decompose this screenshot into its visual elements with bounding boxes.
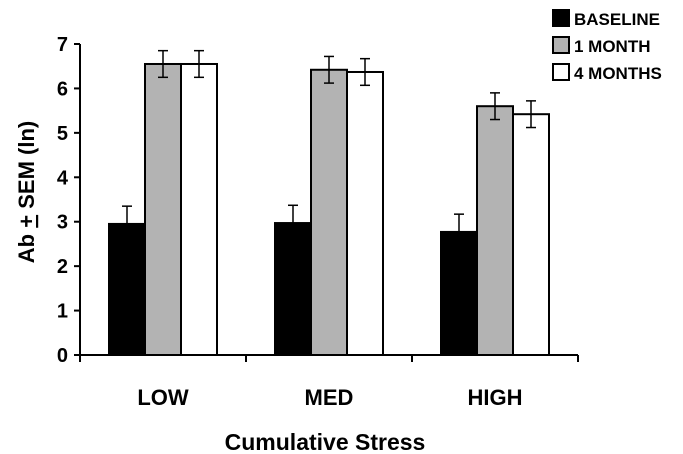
x-axis-label: Cumulative Stress xyxy=(225,429,426,454)
legend-swatch xyxy=(552,9,570,27)
y-tick-label: 7 xyxy=(57,34,68,56)
y-axis-label-plus-minus: + xyxy=(14,215,39,228)
bar-4-months xyxy=(180,62,218,356)
legend: BASELINE 1 MONTH 4 MONTHS xyxy=(552,9,662,83)
bar-baseline xyxy=(440,230,478,357)
legend-swatch xyxy=(552,63,570,81)
x-category-label: HIGH xyxy=(468,385,523,410)
y-tick-label: 6 xyxy=(57,78,68,100)
bar-4-months xyxy=(512,113,550,356)
x-axis-categories: LOW MED HIGH xyxy=(79,355,579,410)
legend-label: 4 MONTHS xyxy=(574,64,662,83)
legend-label: 1 MONTH xyxy=(574,37,651,56)
x-category-label: MED xyxy=(305,385,354,410)
x-category-label: LOW xyxy=(137,385,189,410)
y-axis-ticks: 0 1 2 3 4 5 6 7 xyxy=(57,34,80,367)
y-axis-label-prefix: Ab xyxy=(14,228,39,263)
bar-1-month xyxy=(476,105,514,356)
bar-1-month xyxy=(144,62,182,356)
y-tick-label: 1 xyxy=(57,301,68,323)
bar-4-months xyxy=(346,70,384,357)
y-axis-label: Ab + SEM (ln) xyxy=(14,121,39,263)
y-axis-label-suffix: SEM (ln) xyxy=(14,121,39,215)
legend-swatch xyxy=(552,36,570,54)
bar-baseline xyxy=(108,222,146,356)
y-tick-label: 5 xyxy=(57,123,68,145)
y-tick-label: 2 xyxy=(57,256,68,278)
bars xyxy=(108,62,550,357)
bar-1-month xyxy=(310,68,348,356)
bar-baseline xyxy=(274,222,312,356)
y-tick-label: 4 xyxy=(57,167,69,189)
y-tick-label: 3 xyxy=(57,212,68,234)
error-bars xyxy=(122,49,536,251)
legend-label: BASELINE xyxy=(574,10,660,29)
y-tick-label: 0 xyxy=(57,345,68,367)
